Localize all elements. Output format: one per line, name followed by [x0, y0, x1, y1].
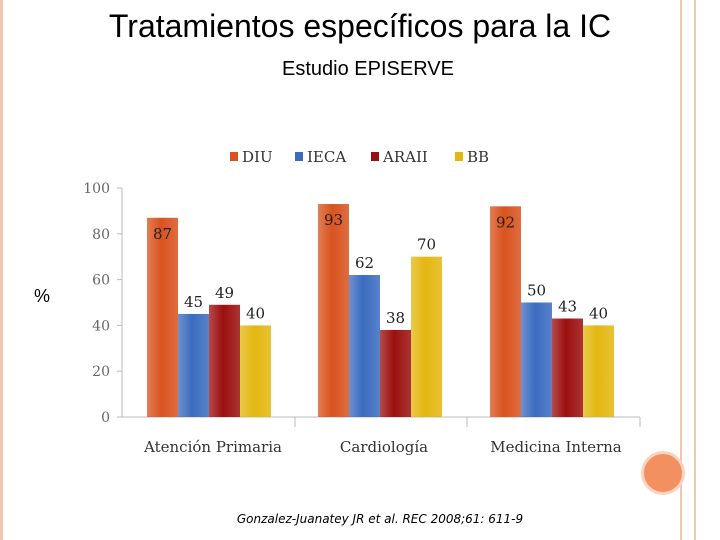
chart-bars: 87 45 49 40 Atención Primaria 93 62 38 70 Cardiol…	[143, 204, 622, 456]
y-tick-label: 100	[83, 181, 110, 197]
bar-ieca-medicina-interna	[521, 302, 552, 417]
bar-ieca-atencion-primaria	[178, 313, 209, 417]
bar-diu-atencion-primaria	[147, 217, 178, 417]
chart-legend: DIU IECA ARAII BB	[230, 148, 489, 166]
data-label: 62	[355, 254, 374, 272]
data-label: 45	[184, 293, 203, 311]
bar-diu-cardiologia	[318, 204, 349, 417]
data-label: 70	[417, 236, 436, 254]
legend-label-araii: ARAII	[382, 148, 428, 166]
legend-swatch-bb	[455, 152, 463, 161]
citation: Gonzalez-Juanatey JR et al. REC 2008;61:…	[236, 512, 524, 526]
data-label: 92	[496, 213, 515, 231]
y-tick-label: 40	[92, 318, 110, 334]
bar-araii-medicina-interna	[552, 318, 583, 417]
y-tick-label: 0	[101, 410, 110, 426]
data-label: 93	[324, 211, 343, 229]
legend-swatch-araii	[371, 152, 379, 161]
data-label: 50	[527, 282, 546, 300]
legend-label-diu: DIU	[242, 148, 273, 166]
bar-diu-medicina-interna	[490, 206, 521, 417]
bar-bb-cardiologia	[411, 256, 442, 417]
slide-subtitle: Estudio EPISERVE	[282, 58, 454, 80]
data-label: 40	[246, 304, 265, 322]
slide-border-right	[680, 0, 696, 540]
bar-araii-atencion-primaria	[209, 304, 240, 417]
bar-bb-medicina-interna	[583, 325, 614, 417]
data-label: 38	[386, 309, 405, 327]
data-label: 40	[589, 304, 608, 322]
legend-swatch-ieca	[295, 152, 303, 161]
bar-araii-cardiologia	[380, 329, 411, 417]
y-tick-label: 60	[92, 273, 110, 289]
y-axis-unit-label: %	[34, 286, 51, 306]
data-label: 87	[153, 225, 172, 243]
data-label: 49	[215, 284, 234, 302]
y-tick-label: 20	[92, 364, 110, 380]
y-tick-label: 80	[92, 227, 110, 243]
bar-ieca-cardiologia	[349, 275, 380, 417]
slide-border-left	[0, 0, 3, 540]
x-category-label: Atención Primaria	[143, 438, 282, 456]
x-category-label: Medicina Interna	[490, 438, 622, 456]
legend-swatch-diu	[230, 152, 238, 161]
legend-label-ieca: IECA	[307, 148, 346, 166]
legend-label-bb: BB	[467, 148, 489, 166]
decorative-circle	[641, 451, 685, 495]
x-category-label: Cardiología	[340, 438, 428, 456]
bar-bb-atencion-primaria	[240, 325, 271, 417]
data-label: 43	[558, 298, 577, 316]
slide-title: Tratamientos específicos para la IC	[108, 8, 612, 44]
